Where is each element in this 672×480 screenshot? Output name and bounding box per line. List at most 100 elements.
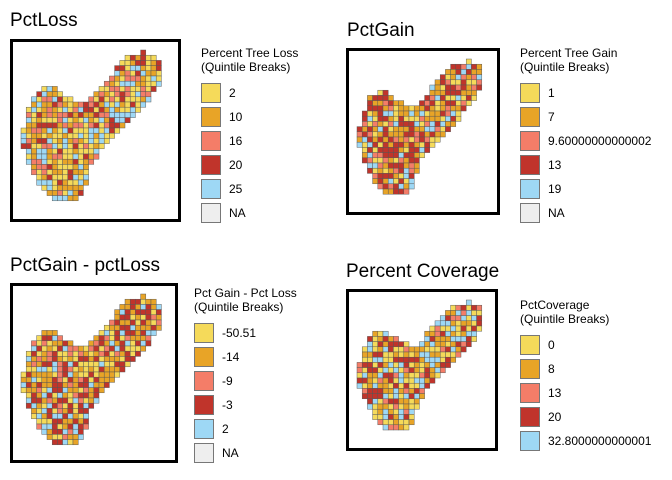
tract-cell <box>356 362 363 368</box>
tract-cell <box>119 335 126 342</box>
tract-cell <box>155 80 162 87</box>
tract-cell <box>419 100 425 107</box>
tract-cell <box>465 58 472 65</box>
tract-cell <box>114 335 121 342</box>
tract-cell <box>403 152 410 159</box>
tract-cell <box>377 178 384 185</box>
tract-cell <box>367 393 373 400</box>
tract-cell <box>83 174 89 181</box>
legend-swatch <box>201 179 221 199</box>
tract-cell <box>372 393 379 400</box>
tract-cell <box>382 162 389 169</box>
tract-cell <box>135 345 141 352</box>
legend-swatch <box>520 179 540 199</box>
tract-cell <box>424 372 431 379</box>
tract-cell <box>372 152 379 159</box>
tract-cell <box>361 131 368 138</box>
tract-cell <box>46 350 53 357</box>
tract-cell <box>450 356 457 363</box>
tract-cell <box>77 397 84 404</box>
tract-cell <box>413 105 420 112</box>
tract-cell <box>424 100 431 107</box>
tract-cell <box>83 112 89 118</box>
tract-cell <box>424 341 431 348</box>
tract-cell <box>119 70 126 77</box>
tract-cell <box>382 131 389 138</box>
tract-cell <box>114 340 121 347</box>
tract-cell <box>129 75 136 82</box>
tract-cell <box>72 402 79 409</box>
legend-label: 13 <box>548 386 562 400</box>
tract-cell <box>103 127 110 134</box>
tract-cell <box>41 356 48 362</box>
tract-cell <box>424 346 431 353</box>
legend-swatch <box>194 443 214 463</box>
tract-cell <box>419 367 425 374</box>
tract-cell <box>408 152 415 159</box>
tract-cell <box>51 112 58 118</box>
tract-cell <box>83 356 89 362</box>
tract-cell <box>413 367 420 374</box>
legend-swatch <box>201 131 221 151</box>
legend-label: 16 <box>229 134 243 148</box>
tract-cell <box>455 84 462 91</box>
tract-cell <box>398 351 405 358</box>
tract-cell <box>109 356 115 362</box>
tract-cell <box>51 340 58 347</box>
tract-cell <box>145 96 152 103</box>
tract-cell <box>455 310 462 316</box>
tract-cell <box>67 408 74 414</box>
tract-cell <box>439 79 446 86</box>
tract-cell <box>372 336 379 342</box>
tract-cell <box>135 70 141 77</box>
tract-cell <box>398 188 405 195</box>
tract-cell <box>72 361 79 368</box>
tract-cell <box>403 110 410 117</box>
tract-cell <box>476 84 483 91</box>
tract-cell <box>67 371 74 378</box>
tract-cell <box>62 127 69 134</box>
tract-cell <box>445 320 451 327</box>
tract-cell <box>372 372 379 379</box>
tract-cell <box>57 127 63 134</box>
tract-cell <box>25 117 32 124</box>
tract-cell <box>424 377 431 384</box>
tract-cell <box>135 330 141 336</box>
tract-cell <box>46 158 53 165</box>
tract-cell <box>67 361 74 368</box>
tract-cell <box>83 122 89 129</box>
tract-cell <box>103 91 110 98</box>
tract-cell <box>367 147 373 153</box>
tract-cell <box>135 324 141 331</box>
tract-cell <box>109 335 115 342</box>
tract-cell <box>393 157 399 164</box>
tract-cell <box>36 335 43 342</box>
tract-cell <box>372 147 379 153</box>
tract-cell <box>145 330 152 336</box>
tract-cell <box>41 127 48 134</box>
tract-cell <box>129 112 136 118</box>
tract-cell <box>367 131 373 138</box>
tract-cell <box>150 54 157 61</box>
tract-cell <box>41 408 48 414</box>
tract-cell <box>36 397 43 404</box>
tract-cell <box>72 376 79 383</box>
tract-cell <box>62 356 69 362</box>
tract-cell <box>119 330 126 336</box>
tract-cell <box>398 131 405 138</box>
tract-cell <box>445 336 451 342</box>
tract-cell <box>460 84 467 91</box>
tract-cell <box>387 167 394 174</box>
tract-cell <box>114 356 121 362</box>
tract-cell <box>98 106 105 113</box>
tract-cell <box>124 54 131 61</box>
tract-cell <box>57 361 63 368</box>
tract-cell <box>372 403 379 410</box>
tract-cell <box>72 164 79 170</box>
tract-cell <box>424 382 431 389</box>
tract-cell <box>103 324 110 331</box>
tract-cell <box>41 361 48 368</box>
tract-cell <box>51 195 58 202</box>
tract-cell <box>398 403 405 410</box>
tract-cell <box>93 382 100 388</box>
